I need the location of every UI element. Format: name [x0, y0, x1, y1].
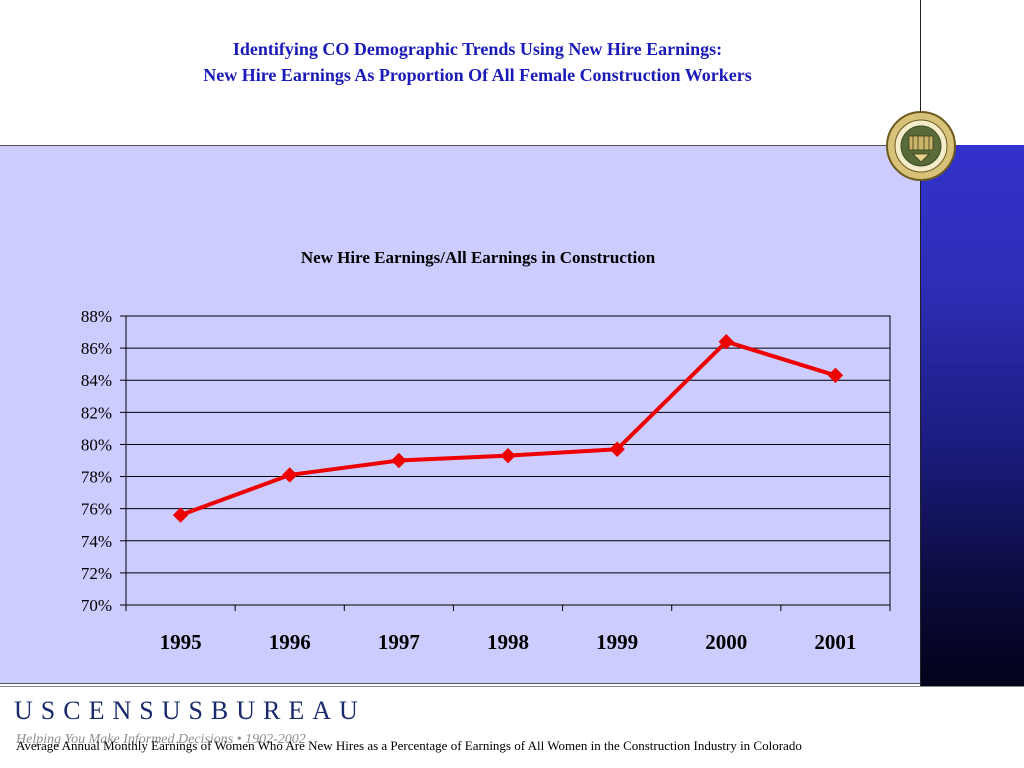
- y-tick-label: 84%: [81, 371, 112, 390]
- data-point-marker: [282, 467, 298, 483]
- x-tick-label: 2001: [814, 630, 856, 654]
- slide-title-line2: New Hire Earnings As Proportion Of All F…: [203, 65, 752, 85]
- data-point-marker: [391, 452, 407, 469]
- data-point-marker: [172, 507, 189, 523]
- y-tick-label: 86%: [81, 339, 112, 358]
- y-tick-label: 76%: [81, 500, 112, 519]
- x-tick-label: 1997: [378, 630, 420, 654]
- y-tick-label: 88%: [81, 307, 112, 326]
- data-point-marker: [827, 367, 844, 384]
- data-point-marker: [718, 333, 734, 350]
- census-bureau-logo: USCENSUSBUREAU: [14, 696, 366, 725]
- chart-title: New Hire Earnings/All Earnings in Constr…: [301, 248, 656, 267]
- data-point-marker: [500, 447, 516, 464]
- y-tick-label: 80%: [81, 435, 112, 454]
- y-tick-label: 78%: [81, 468, 112, 487]
- y-tick-label: 70%: [81, 596, 112, 615]
- x-tick-label: 2000: [705, 630, 747, 654]
- y-tick-label: 74%: [81, 532, 112, 551]
- divider-line: [920, 0, 921, 686]
- slide-title: Identifying CO Demographic Trends Using …: [0, 36, 955, 88]
- census-seal-icon: [886, 111, 956, 181]
- line-chart: New Hire Earnings/All Earnings in Constr…: [81, 248, 891, 654]
- x-tick-label: 1996: [269, 630, 311, 654]
- data-point-marker: [609, 441, 625, 457]
- y-tick-label: 72%: [81, 564, 112, 583]
- x-tick-label: 1998: [487, 630, 529, 654]
- footer-divider: [0, 686, 1024, 687]
- decorative-gradient-bar: [921, 145, 1024, 686]
- slide-footnote: Average Annual Monthly Earnings of Women…: [16, 738, 802, 753]
- x-tick-label: 1999: [596, 630, 638, 654]
- y-tick-label: 82%: [81, 403, 112, 422]
- census-tagline: Helping You Make Informed Decisions • 19…: [16, 732, 306, 747]
- x-tick-label: 1995: [160, 630, 202, 654]
- slide-title-line1: Identifying CO Demographic Trends Using …: [232, 39, 723, 59]
